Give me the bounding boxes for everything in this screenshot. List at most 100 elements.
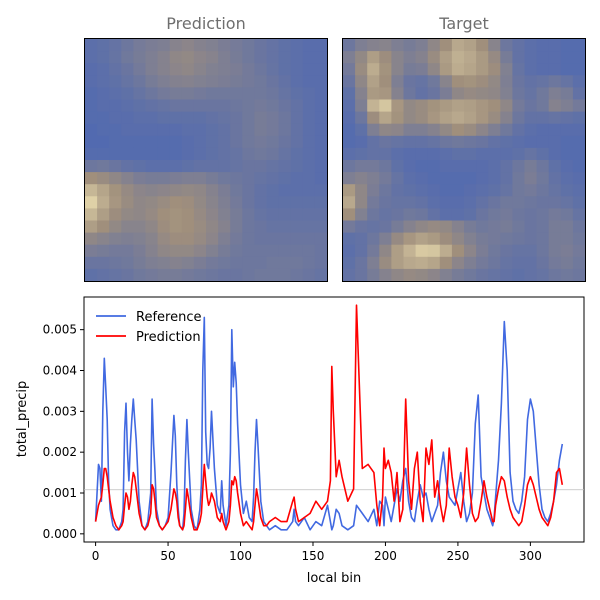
x-axis: 0 50 100 150 200 250 300 bbox=[92, 542, 542, 563]
target-heatmap-cell bbox=[379, 87, 392, 100]
prediction-heatmap-cell bbox=[206, 75, 219, 88]
target-heatmap-cell bbox=[512, 123, 525, 137]
prediction-heatmap-cell bbox=[97, 63, 110, 76]
target-heatmap-cell bbox=[451, 184, 465, 197]
prediction-heatmap-cell bbox=[266, 256, 280, 270]
target-heatmap-cell bbox=[415, 232, 429, 246]
target-heatmap-cell bbox=[524, 51, 538, 64]
prediction-heatmap-cell bbox=[290, 87, 304, 100]
target-heatmap-cell bbox=[512, 75, 525, 88]
prediction-heatmap-cell bbox=[206, 268, 219, 281]
prediction-heatmap-cell bbox=[290, 39, 304, 52]
target-heatmap-cell bbox=[512, 51, 525, 64]
prediction-heatmap-cell bbox=[302, 147, 316, 161]
prediction-heatmap-cell bbox=[85, 244, 98, 258]
prediction-heatmap-cell bbox=[218, 256, 231, 270]
target-heatmap-cell bbox=[512, 232, 525, 246]
prediction-heatmap-cell bbox=[278, 111, 292, 125]
target-heatmap-cell bbox=[451, 63, 465, 76]
prediction-heatmap-cell bbox=[169, 268, 183, 281]
prediction-heatmap-cell bbox=[85, 111, 98, 125]
prediction-heatmap-cell bbox=[145, 147, 159, 161]
prediction-heatmap-cell bbox=[230, 75, 243, 88]
prediction-heatmap-cell bbox=[181, 39, 195, 52]
legend-label-reference: Reference bbox=[136, 310, 201, 325]
target-heatmap-cell bbox=[355, 147, 368, 161]
prediction-heatmap-cell bbox=[290, 196, 304, 209]
target-heatmap-cell bbox=[464, 147, 477, 161]
prediction-heatmap-cell bbox=[314, 99, 327, 113]
prediction-heatmap-cell bbox=[133, 75, 146, 88]
prediction-heatmap-cell bbox=[181, 244, 195, 258]
target-heatmap-cell bbox=[536, 39, 550, 52]
target-heatmap-cell bbox=[548, 256, 562, 270]
target-heatmap-cell bbox=[355, 87, 368, 100]
target-heatmap-cell bbox=[536, 135, 550, 149]
y-tick-label: 0.003 bbox=[43, 404, 77, 418]
prediction-heatmap-cell bbox=[97, 244, 110, 258]
prediction-heatmap-cell bbox=[109, 135, 122, 149]
target-heatmap-cell bbox=[536, 147, 550, 161]
target-heatmap-cell bbox=[367, 123, 380, 137]
target-heatmap-cell bbox=[415, 160, 429, 173]
target-heatmap-cell bbox=[488, 256, 501, 270]
target-heatmap-cell bbox=[464, 244, 477, 258]
target-heatmap-cell bbox=[367, 160, 380, 173]
prediction-heatmap-cell bbox=[218, 75, 231, 88]
target-heatmap-cell bbox=[500, 196, 513, 209]
prediction-heatmap-cell bbox=[133, 160, 146, 173]
target-heatmap-cell bbox=[560, 268, 574, 281]
prediction-heatmap-cell bbox=[314, 196, 327, 209]
target-heatmap-cell bbox=[548, 39, 562, 52]
prediction-heatmap-cell bbox=[254, 63, 267, 76]
prediction-heatmap-cell bbox=[302, 160, 316, 173]
prediction-heatmap-cell bbox=[133, 208, 146, 221]
prediction-heatmap-cell bbox=[290, 135, 304, 149]
target-heatmap-cell bbox=[403, 111, 417, 125]
prediction-heatmap-cell bbox=[121, 63, 134, 76]
prediction-heatmap-cell bbox=[121, 208, 134, 221]
target-heatmap-cell bbox=[488, 184, 501, 197]
target-heatmap-cell bbox=[512, 160, 525, 173]
target-heatmap-cell bbox=[451, 196, 465, 209]
prediction-heatmap-cell bbox=[314, 208, 327, 221]
prediction-heatmap-cell bbox=[242, 220, 255, 234]
prediction-heatmap-cell bbox=[145, 39, 159, 52]
prediction-heatmap-cell bbox=[290, 244, 304, 258]
target-heatmap-cell bbox=[415, 99, 429, 113]
prediction-heatmap-cell bbox=[121, 256, 134, 270]
target-heatmap-cell bbox=[415, 39, 429, 52]
prediction-heatmap-cell bbox=[254, 123, 267, 137]
prediction-heatmap-cell bbox=[145, 135, 159, 149]
target-heatmap-cell bbox=[427, 51, 441, 64]
target-heatmap-cell bbox=[343, 220, 356, 234]
target-heatmap-cell bbox=[439, 51, 453, 64]
prediction-heatmap-cell bbox=[85, 51, 98, 64]
target-heatmap-cell bbox=[379, 51, 392, 64]
prediction-heatmap-cell bbox=[169, 51, 183, 64]
target-heatmap-cell bbox=[524, 39, 538, 52]
target-heatmap-cell bbox=[379, 244, 392, 258]
target-heatmap-cell bbox=[391, 99, 404, 113]
target-heatmap-cell bbox=[512, 208, 525, 221]
target-heatmap-cell bbox=[415, 51, 429, 64]
target-heatmap-cell bbox=[572, 111, 585, 125]
prediction-heatmap-cell bbox=[314, 220, 327, 234]
prediction-heatmap-cell bbox=[181, 147, 195, 161]
target-heatmap-cell bbox=[439, 147, 453, 161]
prediction-heatmap-cell bbox=[314, 244, 327, 258]
prediction-heatmap-cell bbox=[169, 75, 183, 88]
prediction-heatmap-cell bbox=[157, 160, 171, 173]
prediction-heatmap-cell bbox=[302, 87, 316, 100]
prediction-heatmap-cell bbox=[169, 111, 183, 125]
prediction-heatmap-cell bbox=[133, 268, 146, 281]
target-heatmap-cell bbox=[572, 172, 585, 185]
prediction-heatmap-cell bbox=[230, 244, 243, 258]
target-heatmap-cell bbox=[512, 87, 525, 100]
target-heatmap-cell bbox=[500, 39, 513, 52]
target-heatmap-cell bbox=[367, 232, 380, 246]
target-heatmap-cell bbox=[355, 184, 368, 197]
prediction-heatmap-cell bbox=[254, 184, 267, 197]
prediction-heatmap-cell bbox=[157, 232, 171, 246]
prediction-heatmap-cell bbox=[254, 75, 267, 88]
